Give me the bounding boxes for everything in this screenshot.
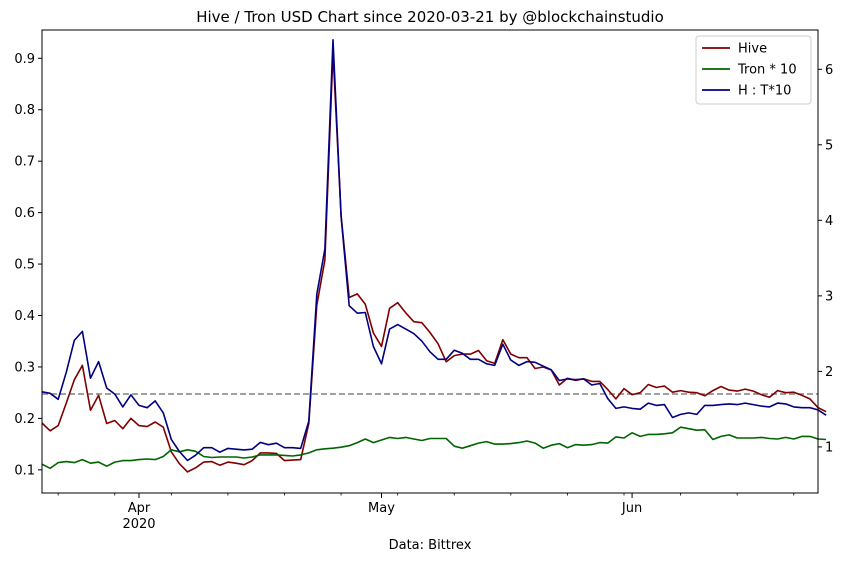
y2-tick-label: 3 xyxy=(825,289,833,304)
series-line-3 xyxy=(41,38,827,462)
x-axis-label: Data: Bittrex xyxy=(389,538,472,553)
y-tick-label: 0.9 xyxy=(14,52,35,67)
x-tick-label: Apr xyxy=(128,501,151,516)
plot-area xyxy=(41,38,827,473)
y2-tick-label: 4 xyxy=(825,214,833,229)
axes-frame xyxy=(41,29,819,494)
y-tick-label: 0.4 xyxy=(14,309,35,324)
x-tick-label: May xyxy=(368,501,395,516)
y2-tick-label: 2 xyxy=(825,365,833,380)
x-tick-year-label: 2020 xyxy=(122,517,155,532)
y-tick-label: 0.8 xyxy=(14,103,35,118)
axis-ticks: 0.1 0.2 0.3 0.4 0.5 0.6 0.7 0.8 0.9 1 2 3 4 5 6 Apr2020… xyxy=(14,52,833,532)
x-tick-label: Jun xyxy=(621,501,642,516)
legend-label-1: Hive xyxy=(738,42,767,57)
legend-label-3: H : T*10 xyxy=(738,84,791,99)
legend-box xyxy=(695,35,812,105)
series-line-2 xyxy=(41,426,827,470)
y2-tick-label: 5 xyxy=(825,138,833,153)
y-tick-label: 0.2 xyxy=(14,412,35,427)
y-tick-label: 0.5 xyxy=(14,258,35,273)
y-tick-label: 0.7 xyxy=(14,155,35,170)
legend-label-2: Tron * 10 xyxy=(737,63,797,78)
series-line-1 xyxy=(41,51,827,473)
y-tick-label: 0.1 xyxy=(14,463,35,478)
y-tick-label: 0.3 xyxy=(14,360,35,375)
legend: Hive Tron * 10 H : T*10 xyxy=(695,35,812,105)
y-tick-label: 0.6 xyxy=(14,206,35,221)
chart-title: Hive / Tron USD Chart since 2020-03-21 b… xyxy=(196,8,664,26)
y2-tick-label: 1 xyxy=(825,440,833,455)
y2-tick-label: 6 xyxy=(825,63,833,78)
